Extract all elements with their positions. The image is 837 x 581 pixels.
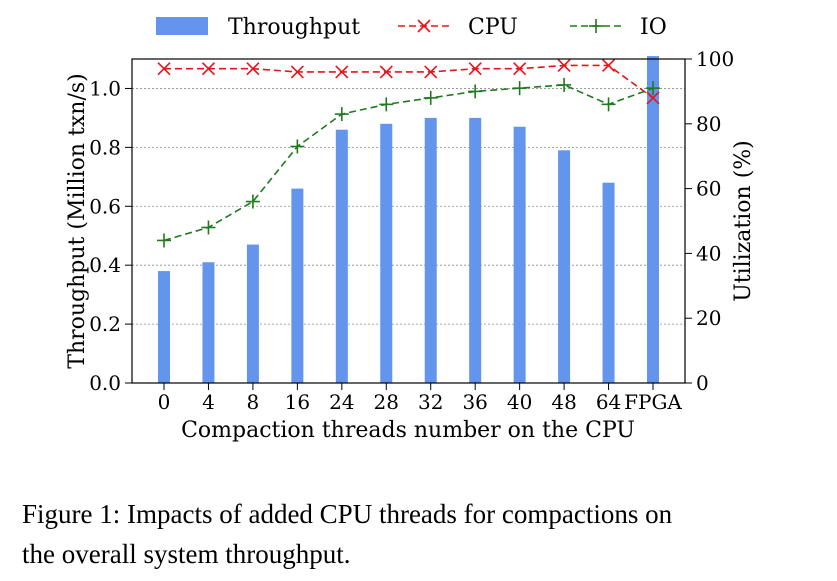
x-tick-label: 24 — [329, 390, 354, 414]
y2-tick-label: 40 — [696, 241, 721, 265]
bar — [158, 271, 170, 383]
figure-caption: Figure 1: Impacts of added CPU threads f… — [22, 494, 822, 574]
x-tick-label: 0 — [158, 390, 171, 414]
point-cpu — [246, 62, 260, 76]
point-io — [423, 90, 438, 105]
point-io — [468, 84, 483, 99]
bar — [202, 262, 215, 383]
legend-label-io: IO — [640, 15, 667, 40]
x-tick-label: 48 — [551, 390, 576, 414]
point-io — [601, 97, 616, 112]
series-line-io — [163, 84, 654, 242]
point-cpu — [201, 62, 216, 76]
legend-swatch-throughput — [156, 17, 208, 35]
y2-tick-label: 20 — [696, 306, 721, 330]
point-cpu — [601, 58, 616, 73]
point-io — [512, 81, 527, 96]
point-io — [290, 139, 305, 154]
y-tick-label: 0.2 — [89, 312, 121, 336]
y-axis-label: Throughput (Million txn/s) — [65, 73, 90, 368]
y2-tick-label: 0 — [696, 371, 709, 395]
x-tick-label: 28 — [374, 390, 399, 414]
legend-label-throughput: Throughput — [228, 15, 360, 40]
point-cpu — [157, 62, 171, 76]
x-tick-label: 32 — [418, 390, 443, 414]
caption-line-2: the overall system throughput. — [22, 539, 351, 569]
x-tick-label: 4 — [202, 390, 215, 414]
point-io — [379, 97, 394, 112]
legend: Throughput CPU IO — [156, 15, 667, 40]
bar — [558, 150, 571, 383]
point-io — [245, 194, 260, 209]
series-line-cpu — [164, 64, 654, 99]
y-tick-label: 0.6 — [89, 194, 121, 218]
bar — [424, 117, 437, 383]
bar — [380, 123, 393, 384]
bar — [335, 129, 348, 383]
x-tick-label: FPGA — [624, 390, 682, 414]
x-tick-label: 8 — [247, 390, 260, 414]
legend-marker-cpu — [417, 19, 431, 33]
point-io — [157, 233, 171, 248]
x-tick-label: 16 — [285, 390, 310, 414]
y2-tick-label: 80 — [696, 112, 721, 136]
legend-marker-io — [589, 19, 603, 33]
y-tick-label: 0.0 — [89, 371, 121, 395]
x-axis-label: Compaction threads number on the CPU — [181, 418, 635, 443]
y-tick-label: 0.8 — [89, 135, 121, 159]
x-tick-label: 64 — [596, 390, 621, 414]
y2-tick-label: 60 — [696, 177, 721, 201]
point-io — [646, 81, 660, 96]
bar — [647, 56, 659, 384]
y2-axis-label: Utilization (%) — [731, 140, 756, 302]
line-series — [157, 58, 660, 248]
point-cpu — [557, 58, 571, 73]
point-io — [334, 107, 349, 122]
point-cpu — [513, 62, 527, 76]
bar-series — [158, 56, 659, 384]
grid-lines — [132, 88, 685, 325]
point-cpu — [424, 65, 438, 79]
legend-label-cpu: CPU — [468, 15, 518, 40]
point-cpu — [290, 65, 304, 79]
point-cpu — [468, 62, 482, 76]
x-tick-label: 40 — [507, 390, 532, 414]
y-tick-label: 1.0 — [89, 76, 121, 100]
x-tick-label: 36 — [462, 390, 487, 414]
bar — [469, 117, 482, 383]
caption-line-1: Figure 1: Impacts of added CPU threads f… — [22, 499, 673, 529]
bar — [602, 182, 615, 383]
point-cpu — [335, 65, 349, 79]
point-cpu — [646, 91, 660, 105]
bar — [291, 188, 304, 383]
point-io — [557, 77, 572, 92]
bar — [246, 244, 259, 383]
y-tick-label: 0.4 — [89, 253, 121, 277]
point-io — [201, 220, 216, 235]
plot-frame — [131, 58, 686, 384]
y2-tick-label: 100 — [696, 47, 734, 71]
point-cpu — [379, 65, 393, 79]
bar — [513, 126, 526, 383]
